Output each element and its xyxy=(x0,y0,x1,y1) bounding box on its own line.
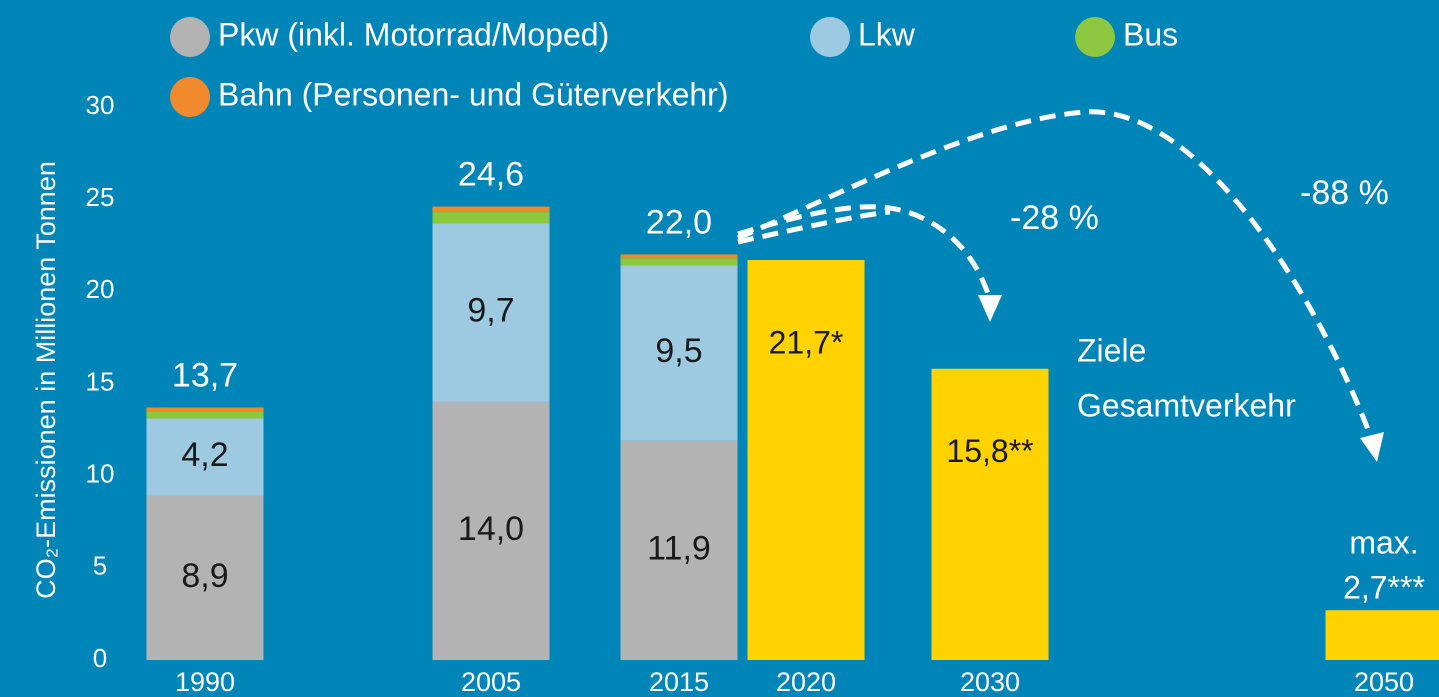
bar-segment xyxy=(620,265,738,441)
target-bar xyxy=(1325,610,1439,660)
bar-segment xyxy=(146,407,264,412)
x-tick-label: 2020 xyxy=(776,667,836,697)
bar-segment xyxy=(620,254,738,259)
arrow-88 xyxy=(737,109,1375,441)
arrow-28-b xyxy=(737,209,891,245)
bar-segment xyxy=(146,495,264,660)
x-tick-label: 2030 xyxy=(960,667,1020,697)
bar-segment xyxy=(146,418,264,496)
target-label: 21,7* xyxy=(769,324,844,360)
bar-segment xyxy=(432,223,550,402)
arrow-28 xyxy=(737,204,993,301)
y-tick-label: 15 xyxy=(86,366,115,396)
annotation: Ziele xyxy=(1077,332,1146,368)
value-label: 8,9 xyxy=(181,557,228,595)
y-tick-label: 20 xyxy=(86,274,115,304)
legend-label: Lkw xyxy=(858,16,916,52)
y-tick-label: 0 xyxy=(93,643,107,673)
legend-swatch xyxy=(1075,17,1115,57)
x-tick-label: 1990 xyxy=(175,667,235,697)
legend-swatch xyxy=(170,77,210,117)
legend-label: Bahn (Personen- und Güterverkehr) xyxy=(218,76,728,112)
y-tick-label: 5 xyxy=(93,551,107,581)
bar-segment xyxy=(432,401,550,660)
value-label: 9,5 xyxy=(655,332,702,370)
x-tick-label: 2005 xyxy=(461,667,521,697)
y-axis-label: CO₂-Emissionen in Millionen Tonnen xyxy=(31,161,61,599)
y-tick-label: 25 xyxy=(86,182,115,212)
legend-label: Pkw (inkl. Motorrad/Moped) xyxy=(218,16,609,52)
annotation: -88 % xyxy=(1300,174,1389,212)
arrowhead xyxy=(978,295,1002,322)
total-label: 13,7 xyxy=(172,356,238,394)
bar-segment xyxy=(620,258,738,266)
annotation: -28 % xyxy=(1010,199,1099,237)
value-label: 11,9 xyxy=(647,529,711,567)
target-bar xyxy=(931,368,1049,660)
legend-label: Bus xyxy=(1123,16,1178,52)
bar-segment xyxy=(146,411,264,419)
legend-swatch xyxy=(810,17,850,57)
y-tick-label: 10 xyxy=(86,459,115,489)
bar-segment xyxy=(432,206,550,213)
arrowhead xyxy=(1360,432,1384,462)
total-label: 24,6 xyxy=(458,156,524,194)
x-tick-label: 2050 xyxy=(1354,667,1414,697)
annotation: Gesamtverkehr xyxy=(1077,387,1296,423)
arrows xyxy=(737,109,1375,441)
target-label: 2,7*** xyxy=(1343,570,1425,606)
value-label: 9,7 xyxy=(467,292,514,330)
target-bar xyxy=(747,259,865,660)
value-label: 14,0 xyxy=(458,510,524,548)
legend-swatch xyxy=(170,17,210,57)
annotation: max. xyxy=(1349,524,1418,560)
y-tick-label: 30 xyxy=(86,90,115,120)
target-label: 15,8** xyxy=(946,433,1033,469)
bar-segment xyxy=(432,212,550,224)
total-label: 22,0 xyxy=(646,203,712,241)
value-label: 4,2 xyxy=(181,436,228,474)
bar-segment xyxy=(620,440,738,660)
x-tick-label: 2015 xyxy=(649,667,709,697)
